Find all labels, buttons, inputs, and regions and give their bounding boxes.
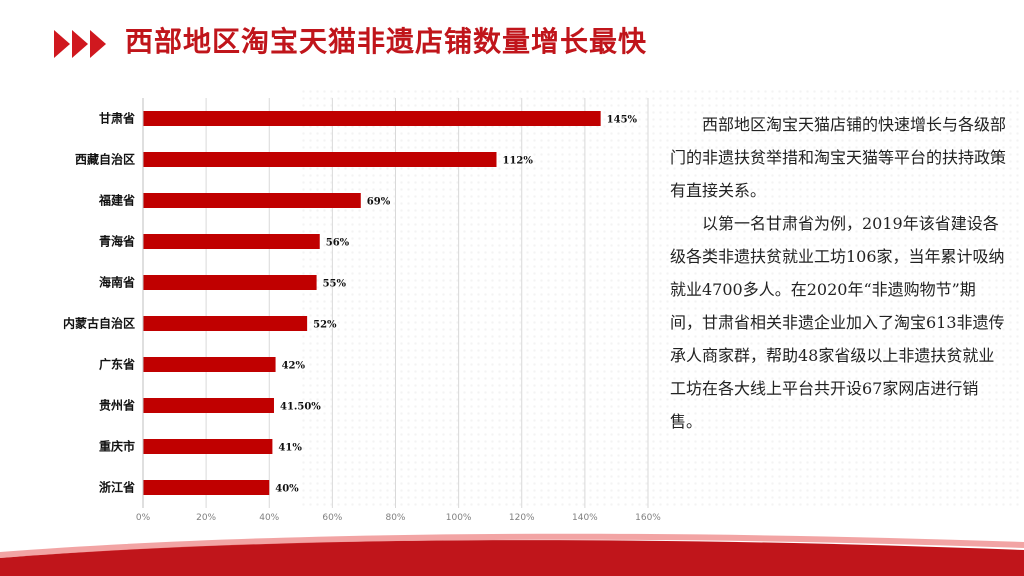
category-label: 贵州省 [99,398,135,413]
bar-chart: 0% 20% 40% 60% 80% 100% 120% 140% 160% 甘肃省 145% 西藏自… [0,90,680,530]
data-label: 42% [282,361,306,372]
data-label: 112% [503,156,534,167]
x-tick-label: 80% [385,513,405,523]
x-tick-label: 40% [259,513,279,523]
bar [143,111,601,126]
bar [143,275,317,290]
bar [143,439,273,454]
category-label: 青海省 [99,234,135,249]
bar [143,193,361,208]
data-label: 41.50% [280,402,321,413]
category-label: 浙江省 [99,480,135,495]
category-label: 海南省 [99,275,135,290]
bar [143,398,274,413]
category-label: 广东省 [99,357,135,372]
bar [143,357,276,372]
x-tick-label: 20% [196,513,216,523]
bar-chart-svg: 0% 20% 40% 60% 80% 100% 120% 140% 160% 甘肃省 145% 西藏自… [63,98,661,523]
category-label: 重庆市 [99,439,135,454]
category-label: 甘肃省 [99,111,135,126]
page-title: 西部地区淘宝天猫非遗店铺数量增长最快 [125,25,648,58]
data-label: 145% [607,115,638,126]
x-tick-label: 140% [572,513,598,523]
footer-decoration [0,528,1024,576]
data-label: 55% [323,279,347,290]
x-tick-label: 160% [635,513,661,523]
description-panel: 西部地区淘宝天猫店铺的快速增长与各级部门的非遗扶贫举措和淘宝天猫等平台的扶持政策… [670,108,1006,438]
category-label: 福建省 [98,193,135,208]
description-paragraph-2: 以第一名甘肃省为例，2019年该省建设各级各类非遗扶贫就业工坊106家，当年累计… [670,214,1005,431]
chevron-arrows-icon [54,30,106,58]
bar [143,480,270,495]
data-label: 40% [275,484,299,495]
x-tick-label: 0% [136,513,151,523]
x-tick-label: 100% [446,513,472,523]
bar [143,234,320,249]
description-paragraph-1: 西部地区淘宝天猫店铺的快速增长与各级部门的非遗扶贫举措和淘宝天猫等平台的扶持政策… [670,115,1007,200]
bar [143,152,497,167]
x-tick-label: 120% [509,513,535,523]
category-label: 内蒙古自治区 [63,316,135,331]
data-label: 69% [367,197,391,208]
x-tick-label: 60% [322,513,342,523]
data-label: 41% [278,443,302,454]
header: 西部地区淘宝天猫非遗店铺数量增长最快 [0,14,1024,74]
data-label: 56% [326,238,350,249]
bar [143,316,308,331]
category-label: 西藏自治区 [75,152,135,167]
data-label: 52% [313,320,337,331]
